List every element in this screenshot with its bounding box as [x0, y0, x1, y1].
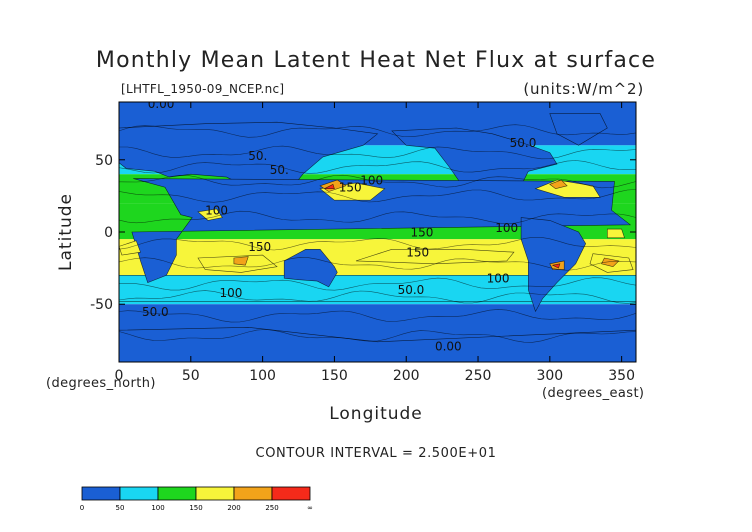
x-tick-label: 300 — [536, 368, 563, 384]
colorbar-label: 100 — [151, 504, 164, 512]
contour-label: 50.0 — [142, 305, 169, 319]
colorbar-label: 250 — [265, 504, 278, 512]
x-axis-label: Longitude — [329, 404, 423, 424]
contour-label: 150 — [339, 181, 362, 195]
flux-region — [283, 249, 338, 288]
y-tick-label: 50 — [95, 153, 113, 169]
contour-label: 150 — [411, 225, 434, 239]
contour-label: 150 — [248, 240, 271, 254]
contour-line — [119, 124, 636, 138]
colorbar-cell — [195, 486, 235, 501]
colorbar-label: 150 — [189, 504, 202, 512]
x-tick-label: 250 — [465, 368, 492, 384]
flux-region — [549, 179, 568, 190]
flux-region — [324, 183, 335, 189]
contour-label: 50. — [270, 163, 289, 177]
flux-region — [601, 257, 620, 268]
chart-subtitle: [LHTFL_1950-09_NCEP.nc] — [121, 82, 285, 96]
contour-label: 50.0 — [510, 136, 537, 150]
colorbar-cell — [271, 486, 311, 501]
contour-line — [119, 237, 636, 251]
colorbar-cell — [81, 486, 121, 501]
contour-label: 0.00 — [148, 97, 175, 111]
contour-label: 100 — [205, 204, 228, 218]
contour-label: 100 — [220, 286, 243, 300]
x-tick-label: 100 — [249, 368, 276, 384]
x-tick-label: 150 — [321, 368, 348, 384]
contour-line — [119, 189, 636, 203]
contour-line — [119, 329, 636, 343]
contour-label: 0.00 — [435, 339, 462, 353]
colorbar-label: 0 — [80, 504, 84, 512]
x-tick-label: 200 — [393, 368, 420, 384]
contour-label: 50.0 — [398, 283, 425, 297]
colorbar-label: ∞ — [307, 504, 313, 512]
contour-line — [119, 277, 636, 291]
flux-region — [549, 113, 608, 146]
colorbar-cell — [233, 486, 273, 501]
colorbar-cell — [157, 486, 197, 501]
colorbar-label: 50 — [116, 504, 125, 512]
y-unit-label: (degrees_north) — [46, 376, 156, 391]
contour-line — [119, 290, 636, 304]
contour-label: 100 — [360, 173, 383, 187]
contour-line — [119, 257, 636, 271]
colorbar-cell — [119, 486, 159, 501]
contour-line — [119, 145, 636, 160]
units-label: (units:W/m^2) — [523, 80, 644, 98]
x-tick-label: 350 — [608, 368, 635, 384]
contour-label: 100 — [487, 272, 510, 286]
flux-region — [197, 208, 223, 221]
x-tick-label: 50 — [182, 368, 200, 384]
y-tick-label: 0 — [104, 225, 113, 241]
colorbar-label: 200 — [227, 504, 240, 512]
flux-region — [119, 240, 141, 256]
contour-line — [119, 160, 636, 174]
x-tick-label: 0 — [115, 368, 124, 384]
contour-label: 150 — [406, 246, 429, 260]
contour-label: 100 — [495, 221, 518, 235]
contour-line — [119, 210, 636, 225]
flux-region — [551, 263, 561, 269]
chart-title: Monthly Mean Latent Heat Net Flux at sur… — [95, 48, 657, 73]
contour-interval-text: CONTOUR INTERVAL = 2.500E+01 — [255, 446, 497, 461]
y-tick-label: -50 — [90, 297, 113, 313]
contour-line — [119, 174, 636, 189]
flux-region — [606, 228, 625, 239]
x-unit-label: (degrees_east) — [542, 386, 645, 401]
colorbar: 0 50 100 150 200 250 ∞ — [80, 486, 313, 512]
contour-label: 50. — [248, 149, 267, 163]
flux-region — [233, 256, 249, 266]
y-axis-label: Latitude — [56, 193, 76, 271]
contour-line — [119, 309, 636, 323]
